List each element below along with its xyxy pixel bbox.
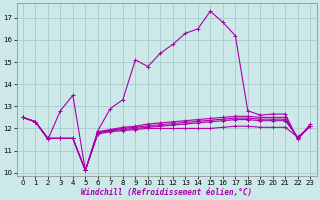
X-axis label: Windchill (Refroidissement éolien,°C): Windchill (Refroidissement éolien,°C)	[81, 188, 252, 197]
